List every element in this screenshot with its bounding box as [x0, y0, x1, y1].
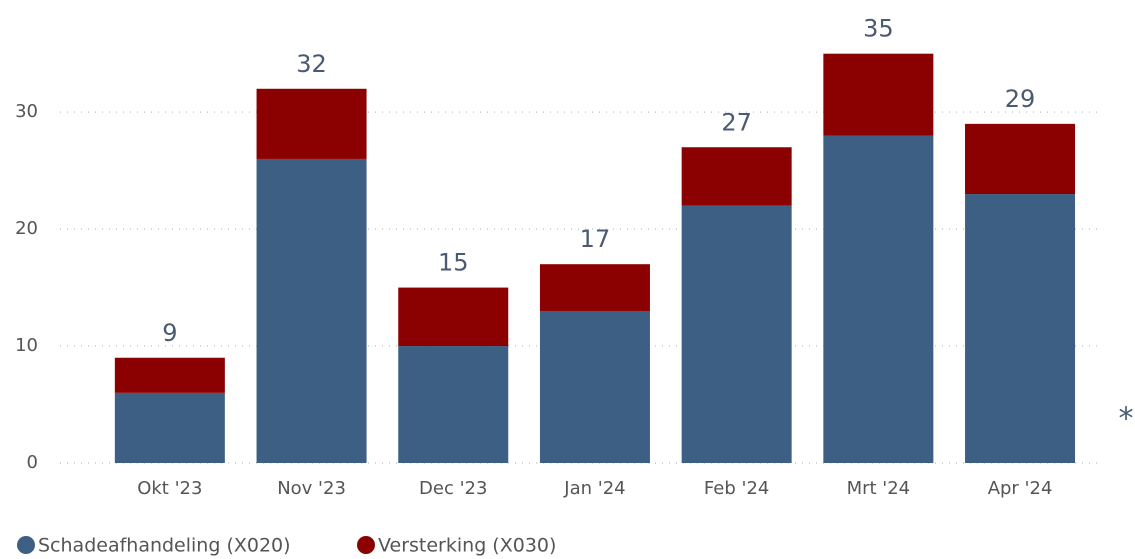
bar-segment [965, 194, 1076, 463]
bar-segment [256, 158, 367, 463]
y-tick-label: 10 [15, 335, 38, 356]
bar-segment [398, 346, 509, 463]
annotation: * [1119, 402, 1134, 437]
x-tick-label: Nov '23 [277, 478, 346, 499]
bar-segment [823, 53, 934, 136]
bar-segment [256, 88, 367, 159]
total-label: 29 [1005, 85, 1036, 113]
bar-segment [114, 357, 225, 393]
total-label: 15 [438, 249, 469, 277]
total-label: 27 [721, 108, 752, 136]
total-label: 9 [162, 319, 177, 347]
total-label: 32 [296, 50, 327, 78]
bar-segment [398, 287, 509, 347]
x-tick-label: Dec '23 [419, 478, 487, 499]
bar-segment [539, 264, 650, 311]
x-tick-label: Feb '24 [704, 478, 769, 499]
bar-segment [823, 135, 934, 464]
y-tick-label: 0 [27, 452, 38, 473]
x-tick-label: Jan '24 [563, 478, 625, 499]
legend-label: Versterking (X030) [378, 535, 556, 557]
x-tick-label: Mrt '24 [847, 478, 911, 499]
x-tick-label: Apr '24 [988, 478, 1053, 499]
y-tick-label: 20 [15, 218, 38, 239]
bar-segment [681, 147, 792, 206]
bar-segment [681, 205, 792, 463]
total-label: 17 [580, 225, 611, 253]
x-tick-label: Okt '23 [137, 478, 202, 499]
bar-segment [539, 310, 650, 463]
legend-marker [357, 536, 375, 554]
legend-label: Schadeafhandeling (X020) [38, 535, 291, 557]
y-tick-label: 30 [15, 101, 38, 122]
total-label: 35 [863, 15, 894, 43]
bar-segment [114, 392, 225, 463]
legend-marker [17, 536, 35, 554]
bar-segment [965, 123, 1076, 195]
